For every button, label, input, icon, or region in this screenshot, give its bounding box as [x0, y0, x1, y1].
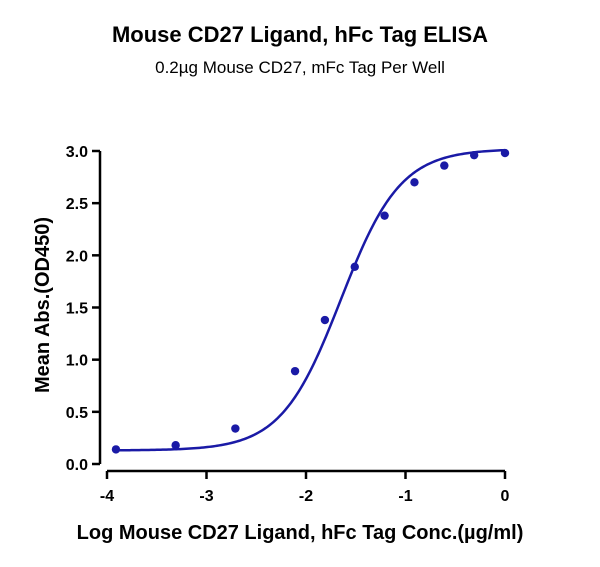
y-tick-label: 1.0 [66, 353, 88, 370]
y-tick-label: 1.5 [66, 301, 88, 318]
data-point [171, 441, 180, 450]
axes [98, 151, 505, 473]
y-axis-label: Mean Abs.(OD450) [32, 217, 54, 393]
x-tick-label: -3 [199, 488, 213, 505]
data-point [290, 366, 300, 376]
data-point [469, 150, 479, 160]
x-tick-label: -2 [299, 488, 313, 505]
y-tick-label: 2.0 [66, 248, 88, 265]
data-point [380, 211, 389, 220]
chart-title: Mouse CD27 Ligand, hFc Tag ELISA [111, 22, 489, 47]
data-point [440, 161, 449, 170]
x-tick-label: -1 [398, 488, 412, 505]
y-tick-label: 3.0 [66, 144, 88, 161]
ticks: 0.0 0.5 1.0 1.5 2.0 2.5 3.0 -4 -3 -2 -1 0 [66, 144, 510, 505]
data-point [410, 178, 419, 187]
x-axis-label: Log Mouse CD27 Ligand, hFc Tag Conc.(µg/… [77, 522, 524, 544]
data-point [111, 445, 121, 454]
data-points [111, 148, 510, 454]
y-tick-label: 0.0 [66, 457, 88, 474]
data-point [320, 315, 330, 325]
data-point [350, 262, 359, 272]
data-point [500, 148, 510, 158]
y-tick-label: 2.5 [66, 196, 88, 213]
chart-subtitle: 0.2µg Mouse CD27, mFc Tag Per Well [155, 58, 445, 77]
y-tick-label: 0.5 [66, 405, 88, 422]
x-tick-label: -4 [100, 488, 114, 505]
fit-curve [115, 148, 506, 452]
data-point [231, 424, 240, 433]
x-tick-label: 0 [501, 488, 510, 505]
